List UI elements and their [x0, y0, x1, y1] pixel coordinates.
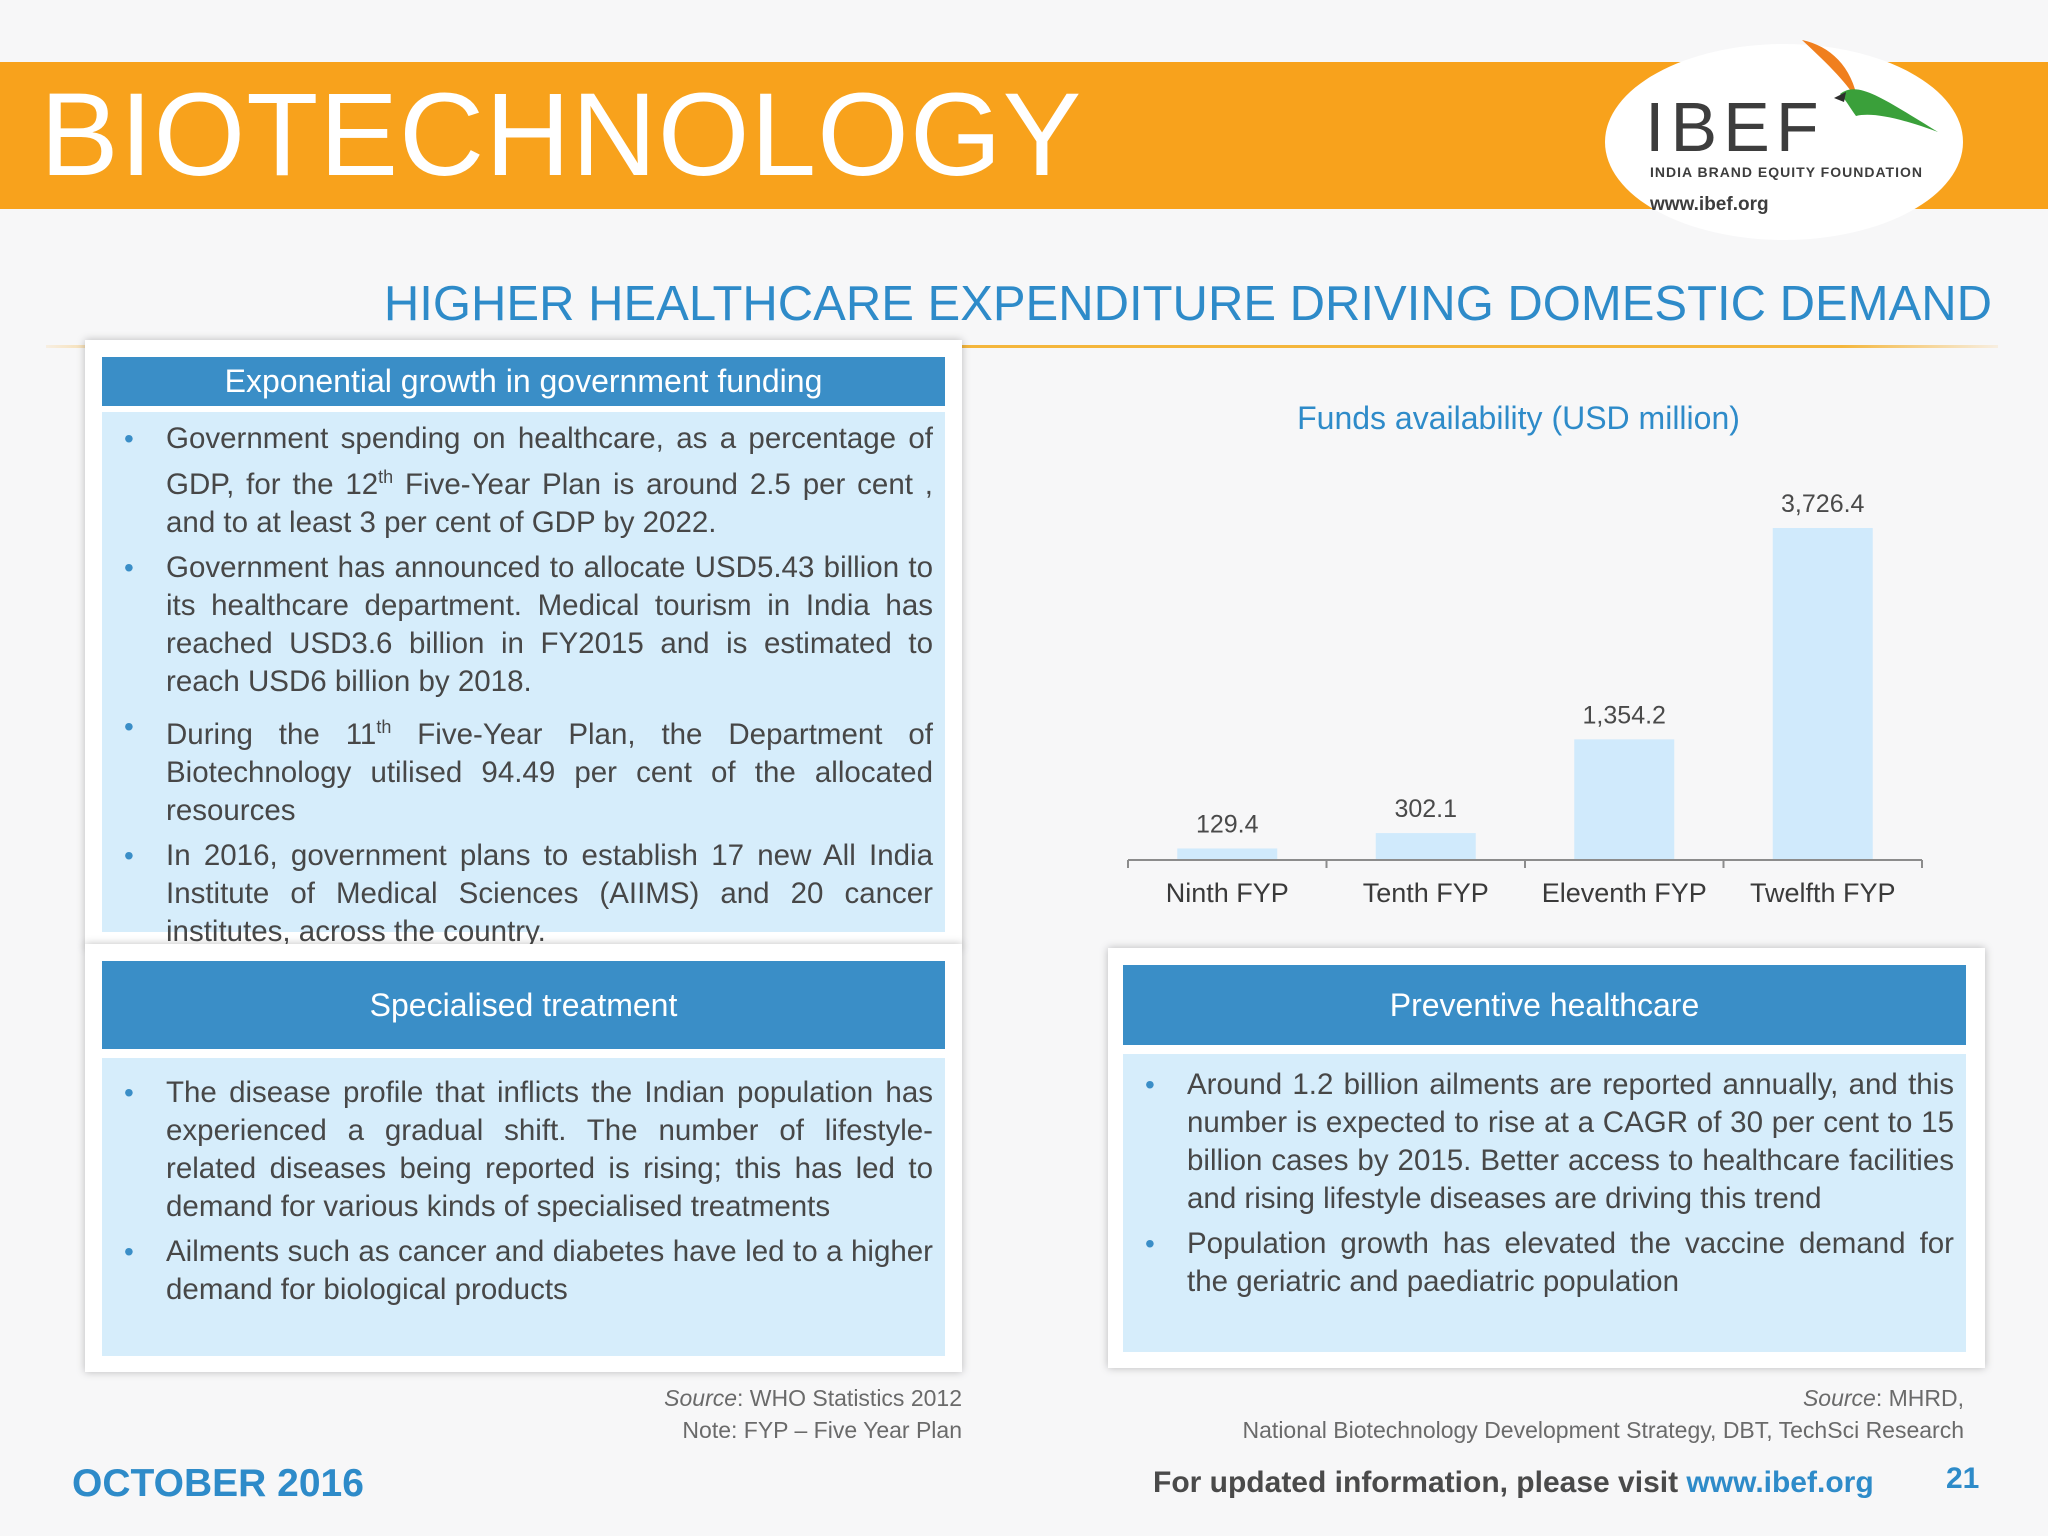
bar-value-label: 129.4	[1196, 810, 1259, 838]
title-divider	[46, 345, 1998, 348]
bar-3	[1574, 739, 1675, 860]
logo-wordmark: IBEF	[1645, 88, 1825, 166]
specialised-panel-body: The disease profile that inflicts the In…	[102, 1058, 945, 1356]
preventive-panel-body: Around 1.2 billion ailments are reported…	[1123, 1054, 1966, 1352]
preventive-panel-header: Preventive healthcare	[1123, 965, 1966, 1045]
specialised-panel-title: Specialised treatment	[369, 986, 678, 1023]
specialised-panel-header: Specialised treatment	[102, 961, 945, 1049]
list-item: Government spending on healthcare, as a …	[102, 420, 933, 542]
funding-panel-body: Government spending on healthcare, as a …	[102, 412, 945, 948]
funding-panel-title: Exponential growth in government funding	[224, 363, 823, 399]
footer-visit-text: For updated information, please visit ww…	[1153, 1466, 1874, 1499]
bird-logo-icon	[1802, 40, 1938, 132]
left-note: Note: FYP – Five Year Plan	[682, 1417, 962, 1443]
list-item: Population growth has elevated the vacci…	[1123, 1225, 1954, 1301]
section-title: HIGHER HEALTHCARE EXPENDITURE DRIVING DO…	[383, 277, 1992, 331]
bar-value-label: 3,726.4	[1781, 490, 1865, 518]
preventive-bullet-list: Around 1.2 billion ailments are reported…	[1123, 1066, 1954, 1301]
page-number: 21	[1946, 1462, 1980, 1495]
right-source-note: Source: MHRD, National Biotechnology Dev…	[1243, 1382, 1964, 1446]
funding-panel: Exponential growth in government funding…	[85, 340, 962, 948]
bar-2	[1375, 833, 1476, 860]
logo-subtitle: INDIA BRAND EQUITY FOUNDATION	[1650, 164, 1923, 180]
list-item: During the 11th Five-Year Plan, the Depa…	[102, 708, 933, 830]
bar-value-label: 1,354.2	[1583, 701, 1666, 729]
specialised-bullet-list: The disease profile that inflicts the In…	[102, 1074, 933, 1309]
list-item: In 2016, government plans to establish 1…	[102, 837, 933, 951]
left-source-note: Source: WHO Statistics 2012 Note: FYP – …	[664, 1382, 962, 1446]
bar-4	[1772, 528, 1873, 860]
footer-link[interactable]: www.ibef.org	[1686, 1466, 1874, 1499]
list-item: Government has announced to allocate USD…	[102, 549, 933, 701]
funding-panel-header: Exponential growth in government funding	[102, 357, 945, 406]
list-item: The disease profile that inflicts the In…	[102, 1074, 933, 1226]
funds-bar-chart: 129.4 Ninth FYP 302.1 Tenth FYP 1,354.2 Eleve…	[1127, 490, 1923, 908]
bar-1	[1177, 848, 1278, 860]
chart-title: Funds availability (USD million)	[1297, 400, 1740, 436]
category-label: Ninth FYP	[1166, 878, 1289, 908]
logo-url: www.ibef.org	[1650, 194, 1769, 215]
left-source: Source: WHO Statistics 2012	[664, 1385, 962, 1411]
category-label: Eleventh FYP	[1542, 878, 1707, 908]
list-item: Ailments such as cancer and diabetes hav…	[102, 1233, 933, 1309]
funding-bullet-list: Government spending on healthcare, as a …	[102, 420, 933, 951]
specialised-panel: Specialised treatment The disease profil…	[85, 944, 962, 1372]
list-item: Around 1.2 billion ailments are reported…	[1123, 1066, 1954, 1218]
footer-date: OCTOBER 2016	[72, 1462, 364, 1505]
bar-value-label: 302.1	[1394, 795, 1457, 823]
right-source: Source: MHRD,	[1802, 1385, 1964, 1411]
preventive-panel-title: Preventive healthcare	[1389, 986, 1700, 1023]
category-label: Tenth FYP	[1363, 878, 1489, 908]
category-label: Twelfth FYP	[1750, 878, 1896, 908]
logo-background	[1605, 44, 1963, 240]
right-source-line2: National Biotechnology Development Strat…	[1242, 1417, 1964, 1443]
preventive-panel: Preventive healthcare Around 1.2 billion…	[1108, 948, 1985, 1368]
page-title: BIOTECHNOLOGY	[40, 69, 1083, 201]
